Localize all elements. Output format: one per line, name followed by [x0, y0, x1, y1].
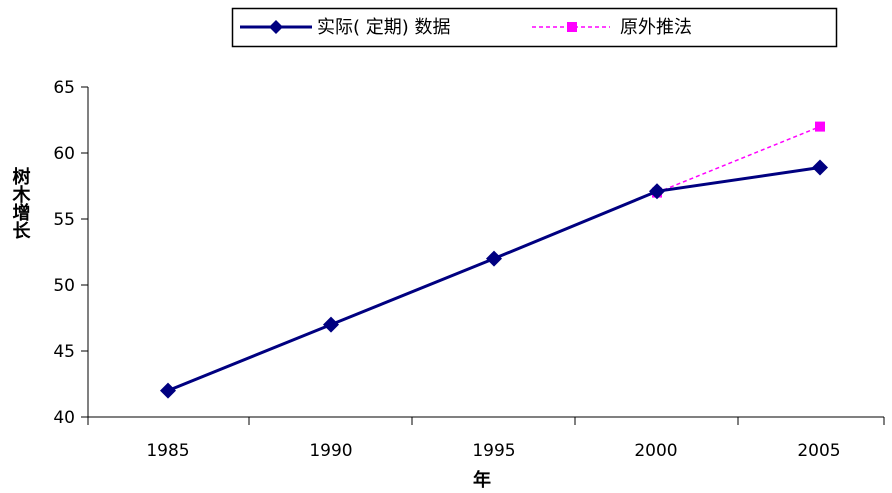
series-1-line: [656, 125, 821, 194]
x-tick-label-2: 1995: [472, 441, 515, 461]
x-axis-labels: 1985 1990 1995 2000 2005: [146, 441, 840, 461]
series-0-point-0: [160, 382, 176, 399]
x-axis-title: 年: [473, 469, 491, 491]
y-tick-label-1: 45: [53, 342, 75, 362]
series-0-line: [167, 166, 821, 392]
legend-label-actual: 实际( 定期) 数据: [317, 17, 451, 38]
x-tick-label-1: 1990: [309, 441, 352, 461]
legend: 实际( 定期) 数据 原外推法: [231, 7, 838, 48]
legend-item-actual: 实际( 定期) 数据: [240, 17, 451, 38]
y-tick-label-0: 40: [53, 408, 75, 428]
series-1-point-1: [815, 121, 825, 132]
y-axis-title: 树木增长: [10, 166, 32, 240]
legend-swatch-extrapolation-marker: [567, 22, 577, 32]
legend-swatch-actual-marker: [269, 20, 283, 34]
series-0-point-1: [323, 316, 339, 333]
series-0-point-4: [812, 159, 828, 176]
x-tick-label-4: 2005: [797, 441, 840, 461]
x-axis-ticks: [87, 417, 885, 425]
series-actual: [160, 159, 828, 399]
series-0-point-2: [486, 250, 502, 267]
legend-item-extrapolation: 原外推法: [532, 17, 692, 38]
series-0-point-3: [649, 183, 665, 200]
series-extrapolation: [652, 121, 825, 198]
y-tick-label-4: 60: [53, 144, 75, 164]
x-tick-label-0: 1985: [146, 441, 189, 461]
y-tick-label-5: 65: [53, 78, 75, 98]
y-tick-label-3: 55: [53, 210, 75, 230]
legend-label-extrapolation: 原外推法: [620, 17, 692, 38]
y-tick-label-2: 50: [53, 276, 75, 296]
y-axis-ticks: 40 45 50 55 60 65: [53, 78, 88, 428]
x-tick-label-3: 2000: [634, 441, 677, 461]
